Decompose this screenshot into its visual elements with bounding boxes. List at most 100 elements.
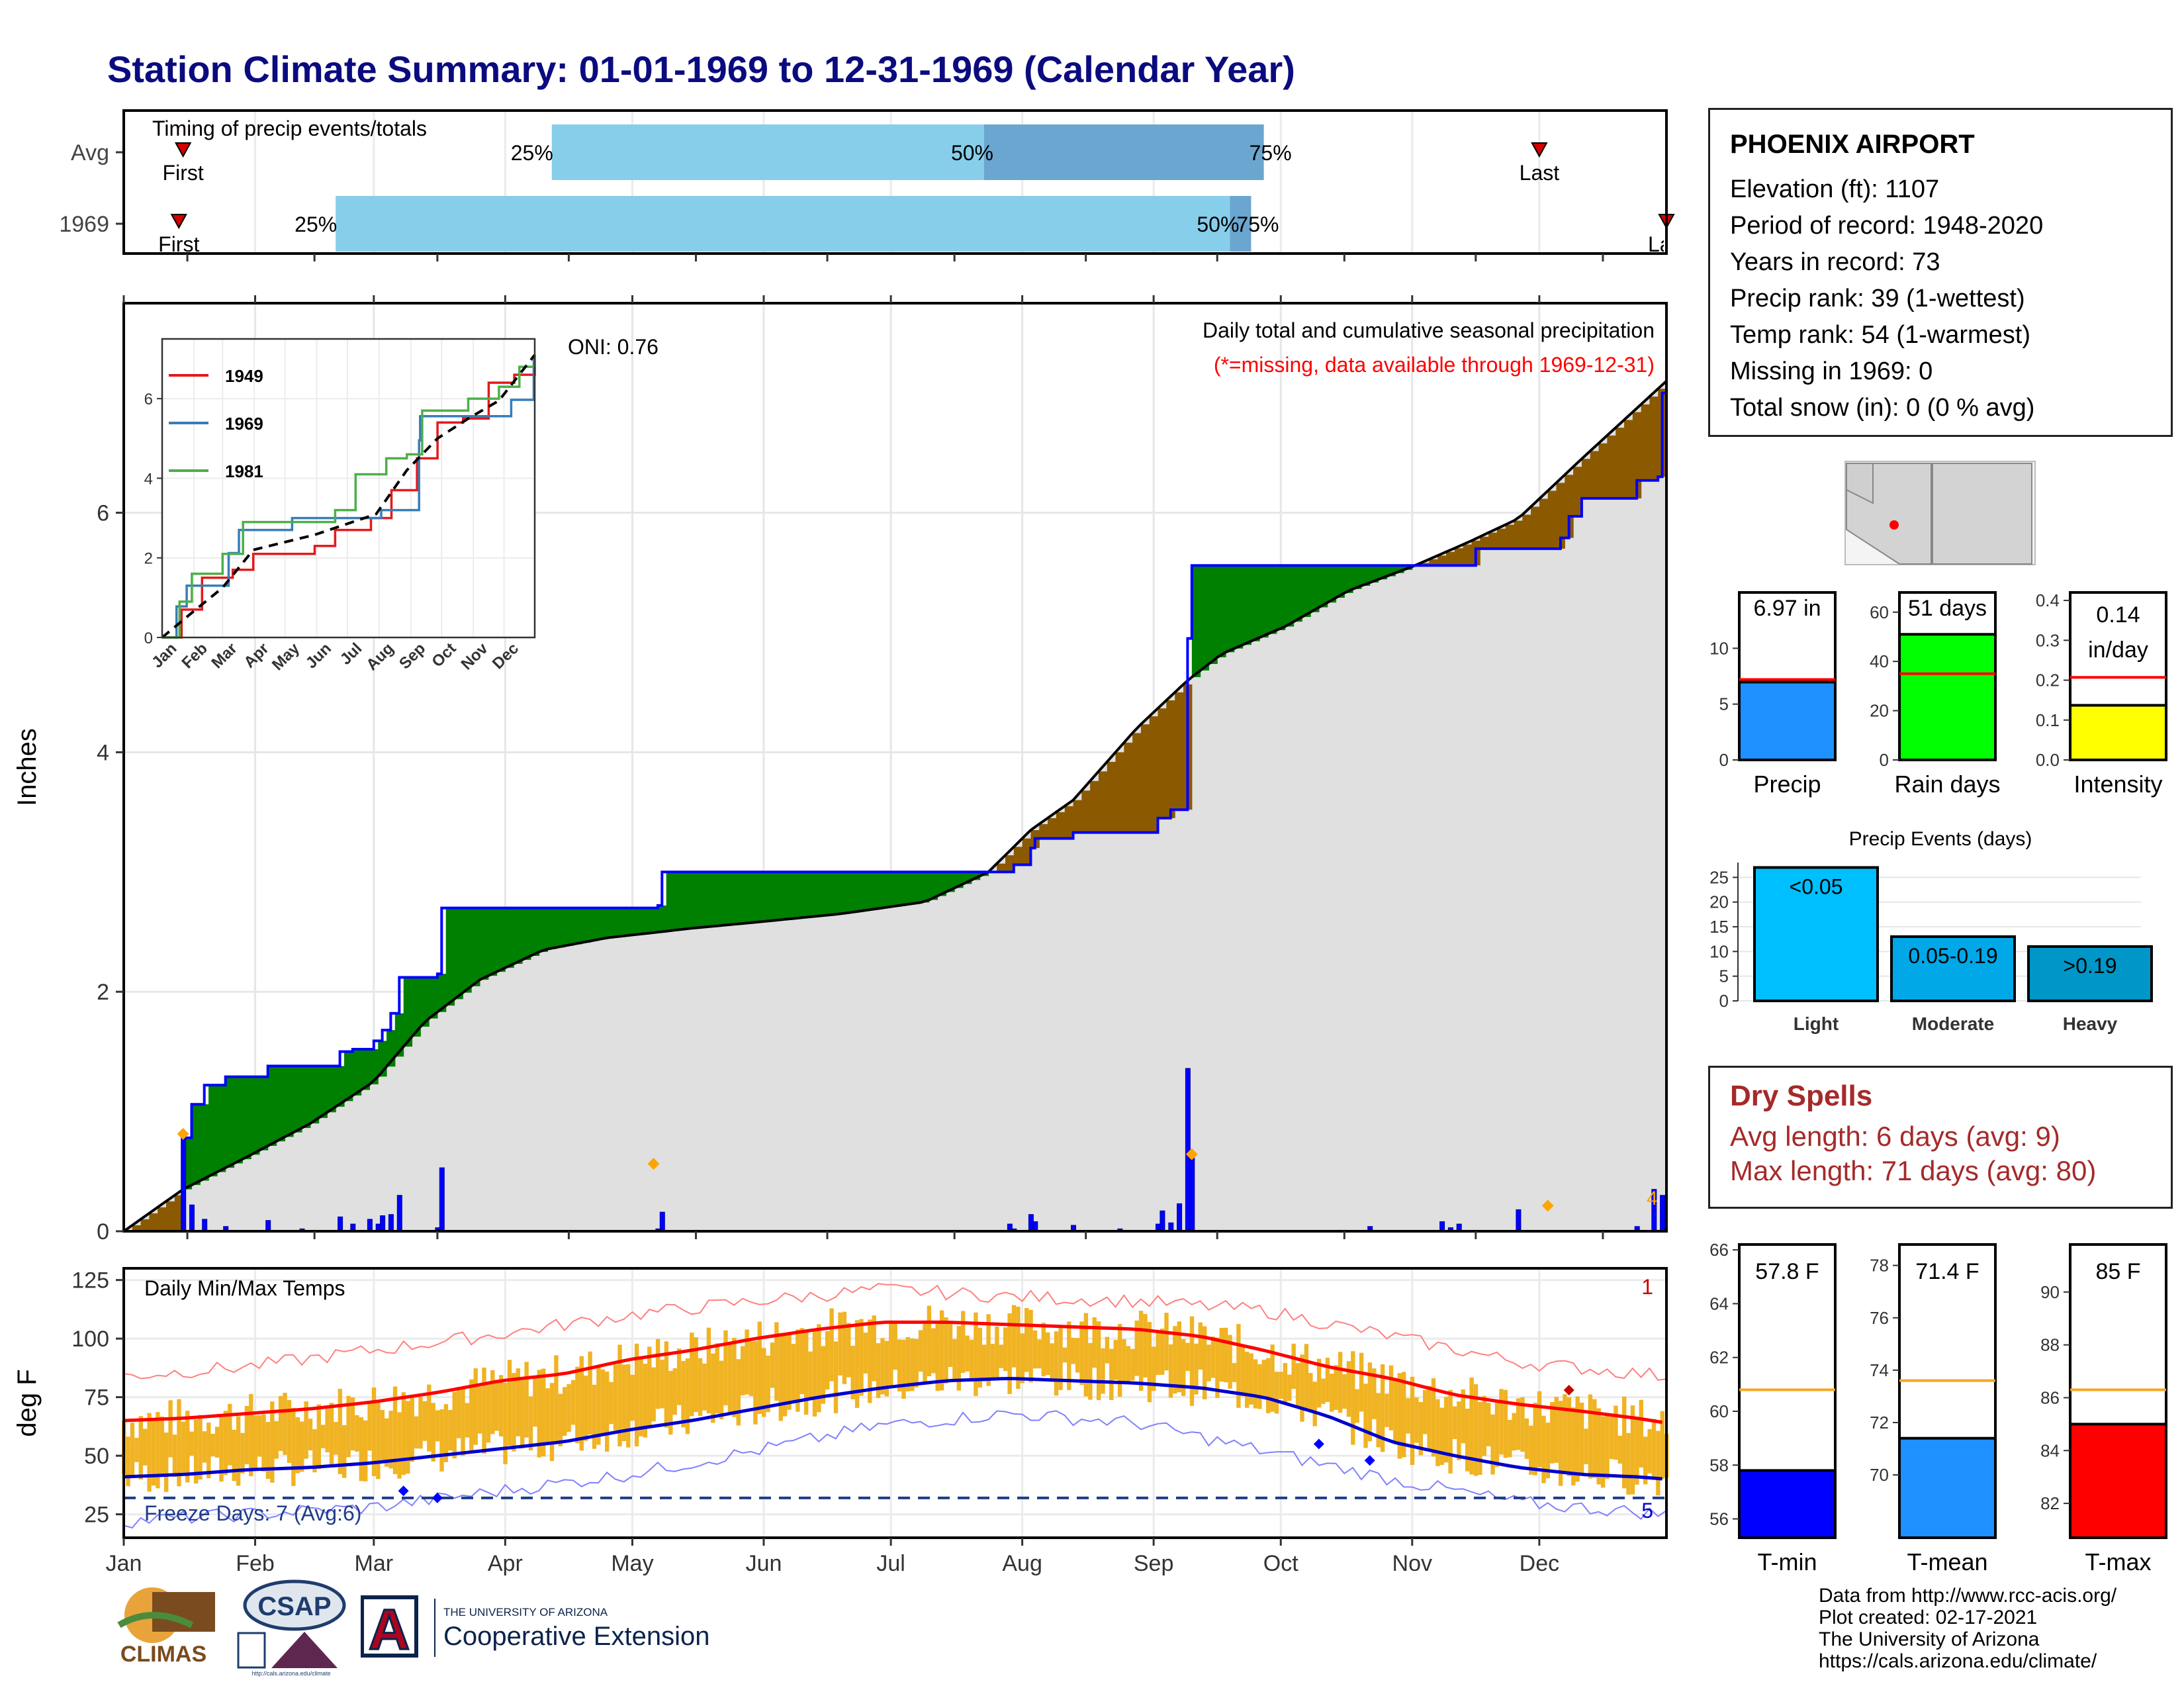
below-normal-strip [1158, 708, 1167, 818]
daily-temp-bar [401, 1392, 406, 1476]
inset-y-tick-label: 6 [144, 391, 153, 408]
daily-temp-bar [1257, 1364, 1262, 1409]
daily-temp-bar [1482, 1395, 1486, 1456]
daily-precip-bar [380, 1215, 386, 1232]
daily-temp-bar [371, 1387, 377, 1476]
daily-temp-bar [223, 1411, 228, 1476]
events-y-tick-label: 0 [1719, 991, 1729, 1011]
timing-p75-label: 75% [1250, 141, 1292, 165]
daily-temp-bar [1558, 1401, 1563, 1486]
daily-temp-bar [524, 1362, 529, 1438]
daily-temp-bar [1295, 1363, 1300, 1407]
temp-record-marker [432, 1492, 443, 1503]
daily-temp-bar [219, 1417, 224, 1482]
daily-temp-bar [1156, 1331, 1160, 1376]
station-line: Total snow (in): 0 (0 % avg) [1730, 394, 2035, 422]
daily-temp-bar [439, 1409, 444, 1472]
temp-summary-y-tick-label: 90 [2040, 1282, 2060, 1302]
daily-temp-bar [863, 1333, 868, 1374]
average-cumulative-line [122, 380, 1668, 1233]
summary-y-tick-label: 0.3 [2036, 630, 2060, 650]
daily-temp-bar [1393, 1380, 1398, 1442]
dry-spells-avg: Avg length: 6 days (avg: 9) [1730, 1121, 2060, 1152]
daily-temp-bar [367, 1401, 372, 1451]
daily-temp-bar [1647, 1429, 1652, 1474]
csap-url: http://cals.arizona.edu/climate [251, 1670, 330, 1677]
first-event-marker [174, 142, 192, 158]
y-tick-label: 0 [97, 1219, 109, 1244]
summary-y-tick-label: 5 [1719, 694, 1729, 714]
daily-temp-bar [1351, 1351, 1355, 1445]
daily-temp-bar [1007, 1313, 1012, 1394]
below-normal-strip [1107, 761, 1116, 833]
event-value-label: >0.19 [2064, 954, 2117, 978]
above-normal-strip [1242, 565, 1251, 645]
above-normal-strip [1327, 565, 1337, 603]
above-normal-strip [1226, 565, 1235, 653]
normal-min-line [123, 1377, 1662, 1481]
temp-summary-y-tick-label: 86 [2040, 1387, 2060, 1407]
y-tick-label: 4 [97, 740, 109, 765]
below-normal-strip [1064, 806, 1074, 839]
above-normal-strip [708, 872, 718, 927]
above-normal-strip [352, 1049, 362, 1096]
daily-temp-bar [974, 1312, 978, 1396]
summary-bar-intensity [2069, 704, 2167, 761]
below-normal-strip [1556, 483, 1565, 549]
daily-temp-bar [1465, 1409, 1470, 1472]
below-normal-strip [1081, 790, 1091, 833]
daily-temp-bar [897, 1339, 902, 1391]
daily-temp-bar [1639, 1399, 1643, 1468]
daily-temp-bar [461, 1386, 465, 1456]
daily-temp-bar [694, 1337, 698, 1413]
below-normal-strip [1149, 716, 1159, 833]
station-location-marker [1889, 520, 1899, 530]
above-normal-strip [276, 1066, 285, 1142]
daily-temp-bar [723, 1330, 728, 1405]
month-label: Jun [746, 1551, 782, 1576]
timing-bar-25-50 [551, 124, 984, 180]
daily-temp-bar [418, 1397, 423, 1449]
daily-temp-bar [1431, 1378, 1436, 1457]
daily-temp-bar [563, 1387, 567, 1436]
daily-temp-bar [240, 1432, 245, 1474]
daily-temp-bar [910, 1338, 915, 1391]
above-normal-strip [615, 908, 625, 937]
above-normal-strip [454, 908, 463, 1000]
daily-temp-bar [1469, 1377, 1474, 1475]
daily-precip-bar [1660, 1195, 1666, 1232]
daily-temp-bar [1363, 1383, 1368, 1448]
daily-precip-bar [265, 1220, 271, 1232]
daily-temp-bar [376, 1401, 381, 1479]
observed-cumulative-line [124, 391, 1667, 1233]
above-normal-strip [641, 908, 650, 934]
below-normal-strip [149, 1213, 158, 1231]
daily-temp-bar [643, 1364, 648, 1438]
below-normal-strip [1624, 420, 1633, 498]
climas-mesa-icon [152, 1592, 215, 1632]
daily-temp-bar [1032, 1330, 1038, 1369]
daily-temp-bar [956, 1326, 961, 1391]
daily-temp-bar [1261, 1360, 1266, 1398]
daily-temp-bar [1147, 1322, 1152, 1403]
rain-icon [237, 1632, 266, 1669]
daily-temp-bar [1117, 1324, 1122, 1397]
daily-temp-bar [787, 1334, 792, 1410]
daily-precip-bar [1032, 1221, 1038, 1232]
record-low-count: 5 [1641, 1499, 1653, 1523]
above-normal-strip [216, 1085, 226, 1172]
daily-temp-bar [1630, 1405, 1635, 1495]
daily-temp-bar [355, 1415, 359, 1452]
daily-temp-bar [859, 1319, 864, 1396]
daily-temp-bar [1232, 1363, 1237, 1382]
below-normal-strip [1048, 818, 1057, 839]
below-normal-strip [1547, 491, 1557, 549]
daily-temp-bar [342, 1425, 347, 1478]
daily-temp-bar [214, 1427, 220, 1458]
daily-temp-bar [1189, 1316, 1195, 1406]
daily-temp-bar [1452, 1406, 1457, 1439]
timing-p50-label: 50% [951, 141, 993, 165]
daily-temp-bar [1334, 1365, 1338, 1410]
daily-precip-bar [189, 1204, 195, 1232]
